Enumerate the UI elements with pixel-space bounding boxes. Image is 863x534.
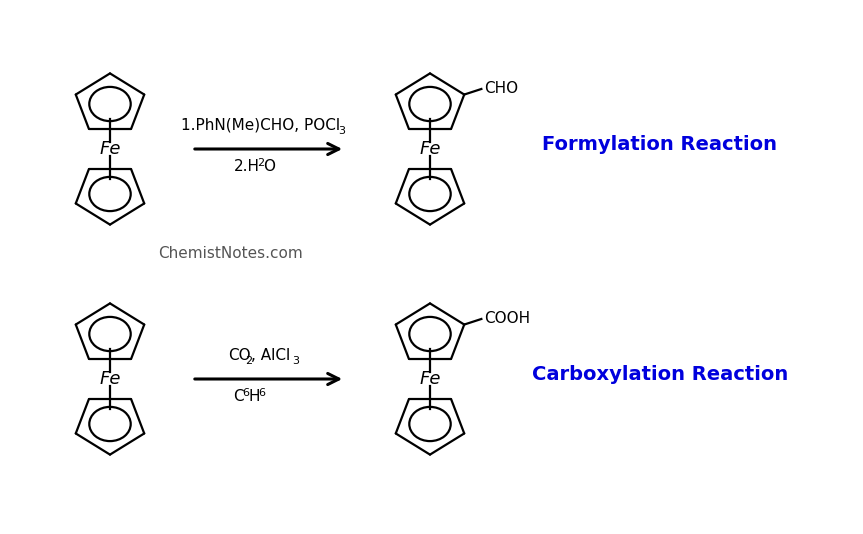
Text: O: O [263, 159, 275, 174]
Text: Fe: Fe [99, 370, 121, 388]
Text: COOH: COOH [484, 311, 531, 326]
Text: C: C [234, 389, 244, 404]
Text: ChemistNotes.com: ChemistNotes.com [158, 247, 302, 262]
Text: 2: 2 [245, 356, 253, 366]
Text: Fe: Fe [419, 370, 441, 388]
Text: H: H [249, 389, 260, 404]
Text: , AlCl: , AlCl [250, 348, 290, 363]
Text: CHO: CHO [484, 82, 519, 97]
Text: 2: 2 [257, 158, 265, 168]
Text: Fe: Fe [99, 140, 121, 158]
Text: 3: 3 [293, 356, 299, 366]
Text: Fe: Fe [419, 140, 441, 158]
Text: 6: 6 [243, 388, 249, 398]
Text: CO: CO [229, 348, 251, 363]
Text: 1.PhN(Me)CHO, POCl: 1.PhN(Me)CHO, POCl [181, 118, 340, 133]
Text: 3: 3 [338, 126, 345, 136]
Text: Formylation Reaction: Formylation Reaction [543, 135, 778, 153]
Text: 6: 6 [259, 388, 266, 398]
Text: 2.H: 2.H [234, 159, 260, 174]
Text: Carboxylation Reaction: Carboxylation Reaction [532, 365, 788, 383]
